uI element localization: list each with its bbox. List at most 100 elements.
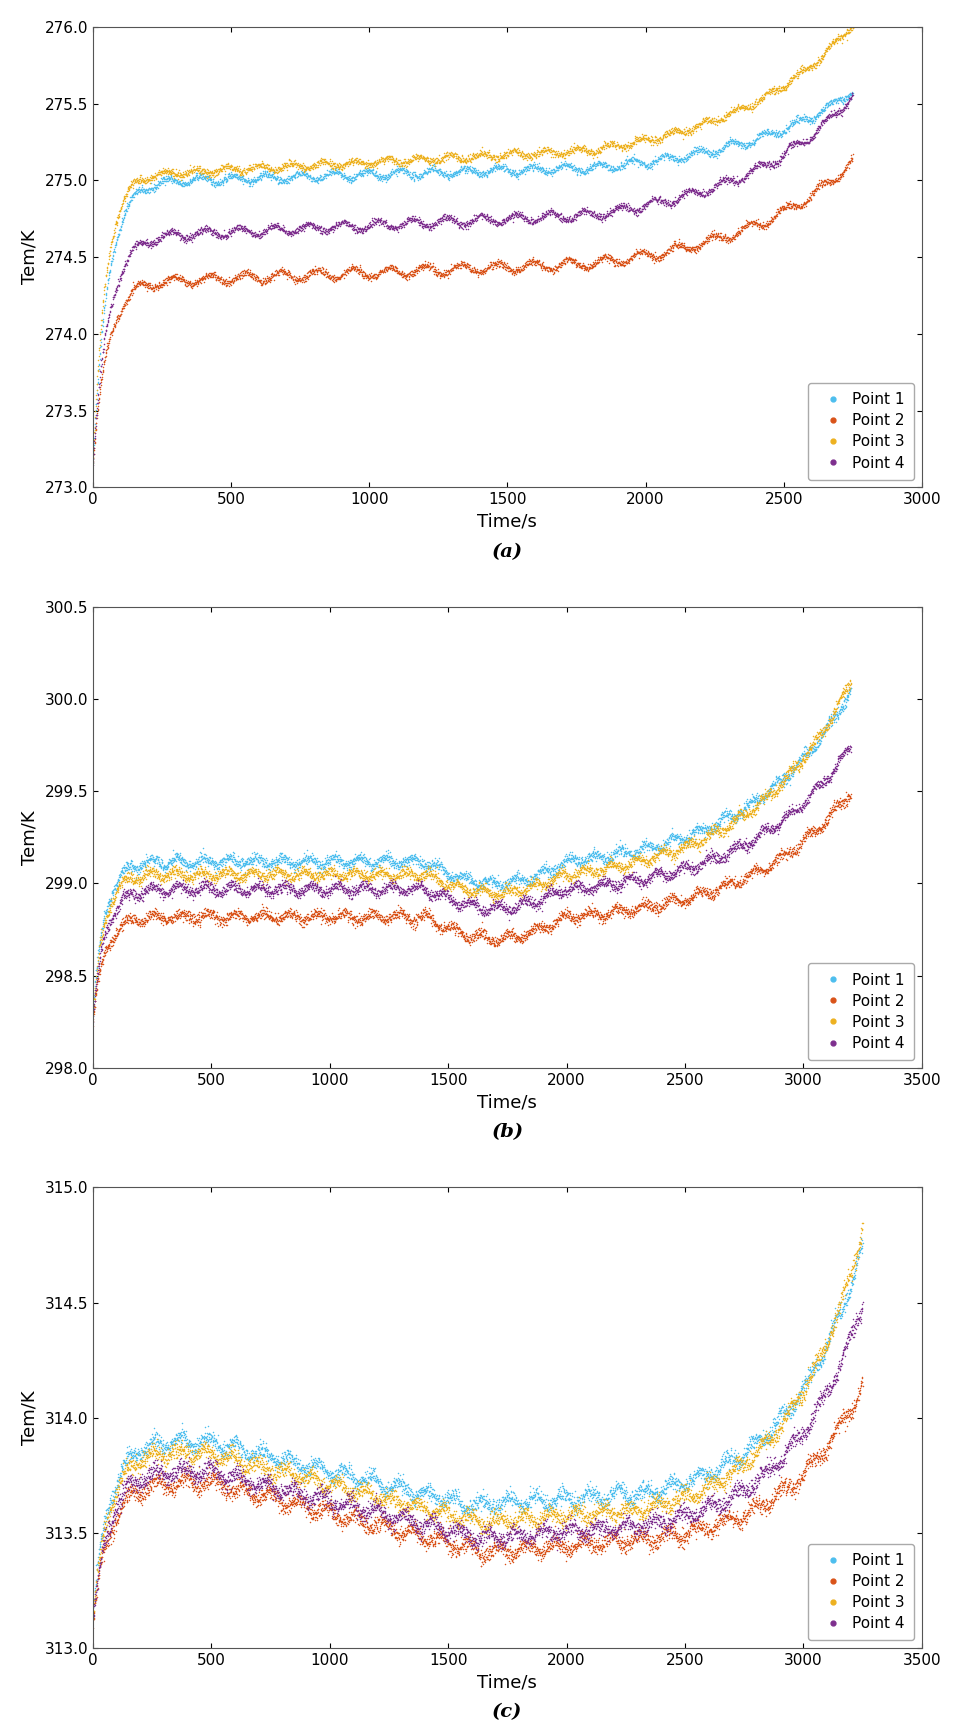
Point	[778, 192, 794, 220]
Point	[141, 269, 157, 297]
Point	[778, 135, 794, 163]
Point	[702, 1516, 717, 1543]
Point	[665, 1460, 680, 1488]
Point	[533, 158, 549, 186]
Point	[320, 218, 335, 246]
Point	[814, 770, 829, 798]
Point	[349, 1467, 364, 1495]
Point	[697, 180, 712, 208]
Point	[212, 1469, 228, 1496]
Point	[787, 130, 802, 158]
Point	[470, 203, 485, 231]
Point	[308, 1479, 324, 1507]
Point	[181, 1432, 196, 1460]
Point	[673, 834, 688, 862]
Point	[483, 1535, 499, 1562]
Point	[791, 749, 806, 777]
Point	[835, 1405, 850, 1432]
Point	[413, 1524, 429, 1552]
Point	[342, 1481, 357, 1509]
Point	[199, 1437, 214, 1465]
Point	[590, 860, 605, 888]
Point	[505, 1509, 521, 1536]
Point	[329, 848, 344, 876]
Point	[224, 1425, 239, 1453]
Point	[99, 914, 114, 942]
Point	[481, 864, 497, 891]
Point	[524, 1484, 539, 1512]
Point	[242, 154, 258, 182]
Point	[446, 869, 461, 896]
Point	[159, 1434, 174, 1462]
Point	[220, 1472, 235, 1500]
Point	[250, 222, 265, 250]
Point	[711, 874, 727, 902]
Point	[596, 1509, 611, 1536]
Point	[394, 848, 409, 876]
Point	[232, 264, 247, 291]
Point	[312, 1479, 328, 1507]
Point	[233, 857, 248, 884]
Point	[678, 116, 694, 144]
Point	[126, 867, 141, 895]
Point	[384, 1517, 400, 1545]
Point	[301, 1498, 316, 1526]
Point	[556, 843, 572, 870]
Point	[312, 877, 328, 905]
Point	[508, 922, 524, 950]
Point	[438, 203, 454, 231]
Point	[389, 1524, 405, 1552]
Point	[537, 1538, 553, 1566]
Point	[626, 841, 641, 869]
Point	[340, 850, 356, 877]
Point	[206, 846, 221, 874]
Point	[90, 955, 106, 983]
Point	[391, 1503, 407, 1531]
Point	[833, 694, 849, 721]
Point	[212, 222, 228, 250]
Point	[209, 879, 225, 907]
Point	[555, 1516, 571, 1543]
Point	[724, 813, 739, 841]
Point	[351, 149, 366, 177]
Point	[490, 147, 505, 175]
Point	[585, 1524, 601, 1552]
Point	[333, 865, 349, 893]
Point	[518, 1498, 533, 1526]
Point	[308, 257, 323, 284]
Point	[397, 846, 412, 874]
Point	[453, 213, 468, 241]
Point	[420, 248, 435, 276]
Point	[91, 369, 107, 397]
Point	[599, 851, 614, 879]
Point	[281, 1450, 296, 1477]
Point	[604, 1498, 620, 1526]
Point	[360, 898, 376, 926]
Point	[705, 172, 721, 199]
Point	[545, 1531, 560, 1559]
Point	[422, 154, 437, 182]
Point	[202, 158, 217, 186]
Point	[136, 179, 151, 206]
Point	[244, 1470, 259, 1498]
Point	[362, 1472, 378, 1500]
Point	[645, 241, 660, 269]
Point	[571, 903, 586, 931]
Point	[623, 196, 638, 224]
Point	[274, 1455, 289, 1483]
Point	[695, 825, 710, 853]
Point	[160, 158, 175, 186]
Point	[736, 212, 752, 239]
Point	[667, 1496, 682, 1524]
Point	[414, 163, 430, 191]
Point	[807, 1349, 823, 1377]
Point	[587, 1507, 603, 1535]
Point	[639, 1467, 654, 1495]
Point	[293, 848, 308, 876]
Point	[149, 1436, 164, 1463]
Point	[565, 1533, 580, 1561]
Point	[769, 813, 784, 841]
Point	[137, 864, 153, 891]
Point	[622, 146, 637, 173]
Point	[99, 274, 114, 302]
